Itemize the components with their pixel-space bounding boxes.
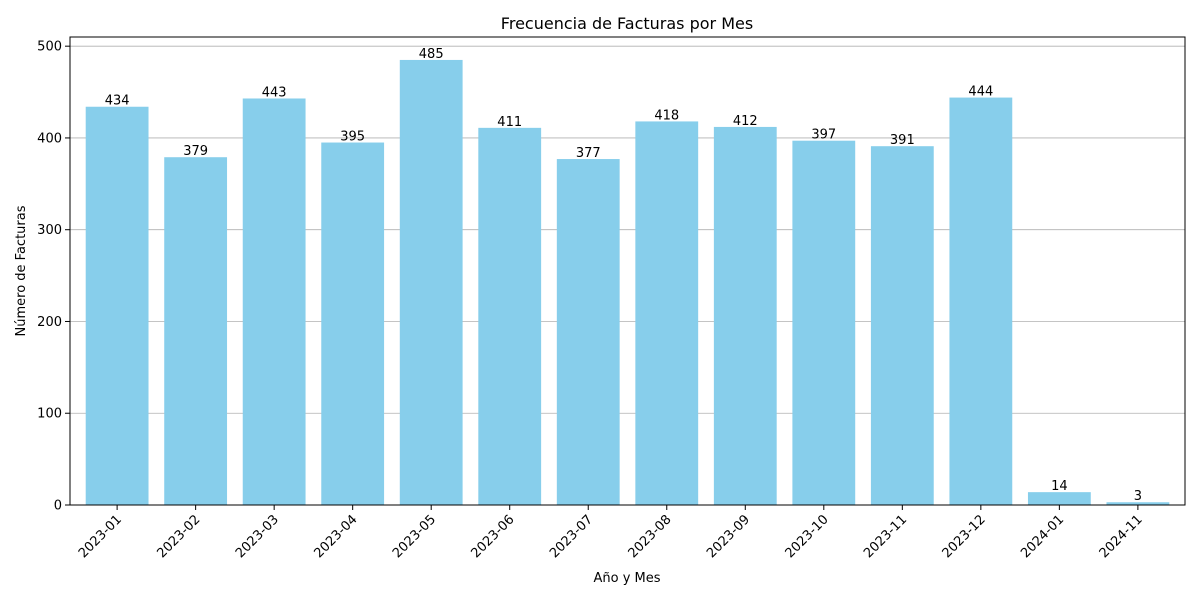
bar-value-label: 412	[733, 114, 758, 129]
bar	[1027, 492, 1091, 505]
x-tick-label: 2024-11	[1097, 512, 1146, 561]
x-tick-label: 2023-10	[783, 512, 832, 561]
bars	[85, 59, 1170, 506]
x-tick-label: 2023-07	[547, 512, 596, 561]
x-tick-label: 2023-03	[233, 512, 282, 561]
x-tick-label: 2023-06	[469, 512, 518, 561]
bar	[399, 59, 463, 506]
bar	[949, 97, 1013, 506]
bar-value-label: 443	[262, 85, 287, 100]
bar-value-label: 397	[811, 128, 836, 143]
y-tick-label: 100	[37, 407, 62, 422]
x-axis-label: Año y Mes	[593, 571, 660, 586]
bar-value-label: 485	[419, 47, 444, 62]
x-tick-label: 2023-08	[626, 512, 675, 561]
x-tick-label: 2023-12	[940, 512, 989, 561]
y-tick-label: 400	[37, 131, 62, 146]
bar-value-label: 418	[654, 108, 679, 123]
y-tick-label: 0	[54, 499, 62, 514]
bar	[321, 142, 385, 505]
y-axis: 0 100 200 300 400 500	[37, 40, 70, 514]
y-axis-label: Número de Facturas	[14, 205, 29, 336]
bar-labels: 434 379 443 395 485 411 377 418 412 397 391 444 14 3	[105, 47, 1142, 504]
x-tick-label: 2023-11	[861, 512, 910, 561]
x-axis: 2023-01 2023-02 2023-03 2023-04 2023-05 2023-…	[76, 505, 1146, 561]
bar-value-label: 391	[890, 133, 915, 148]
bar-value-label: 377	[576, 146, 601, 161]
y-tick-label: 300	[37, 223, 62, 238]
bar	[635, 121, 699, 506]
bar	[870, 146, 934, 505]
bar	[164, 157, 228, 505]
y-tick-label: 500	[37, 40, 62, 55]
bar	[1106, 502, 1170, 505]
grid-lines	[70, 45, 1185, 506]
plot-frame	[69, 36, 1186, 506]
bar-value-label: 434	[105, 94, 130, 109]
bar	[85, 106, 149, 505]
bar	[556, 159, 620, 505]
bar-value-label: 395	[340, 130, 365, 145]
bar	[478, 127, 542, 506]
x-tick-label: 2024-01	[1018, 512, 1067, 561]
x-tick-label: 2023-01	[76, 512, 125, 561]
y-tick-label: 200	[37, 315, 62, 330]
x-tick-label: 2023-02	[154, 512, 203, 561]
bar	[713, 126, 777, 505]
bar-value-label: 14	[1051, 479, 1068, 494]
bar	[242, 98, 306, 505]
bar-value-label: 379	[183, 144, 208, 159]
bar-value-label: 444	[968, 85, 993, 100]
bar-value-label: 3	[1134, 489, 1142, 504]
chart-title: Frecuencia de Facturas por Mes	[501, 14, 753, 33]
x-tick-label: 2023-04	[311, 512, 360, 561]
x-tick-label: 2023-05	[390, 512, 439, 561]
x-tick-label: 2023-09	[704, 512, 753, 561]
bar	[792, 140, 856, 505]
bar-value-label: 411	[497, 115, 522, 130]
